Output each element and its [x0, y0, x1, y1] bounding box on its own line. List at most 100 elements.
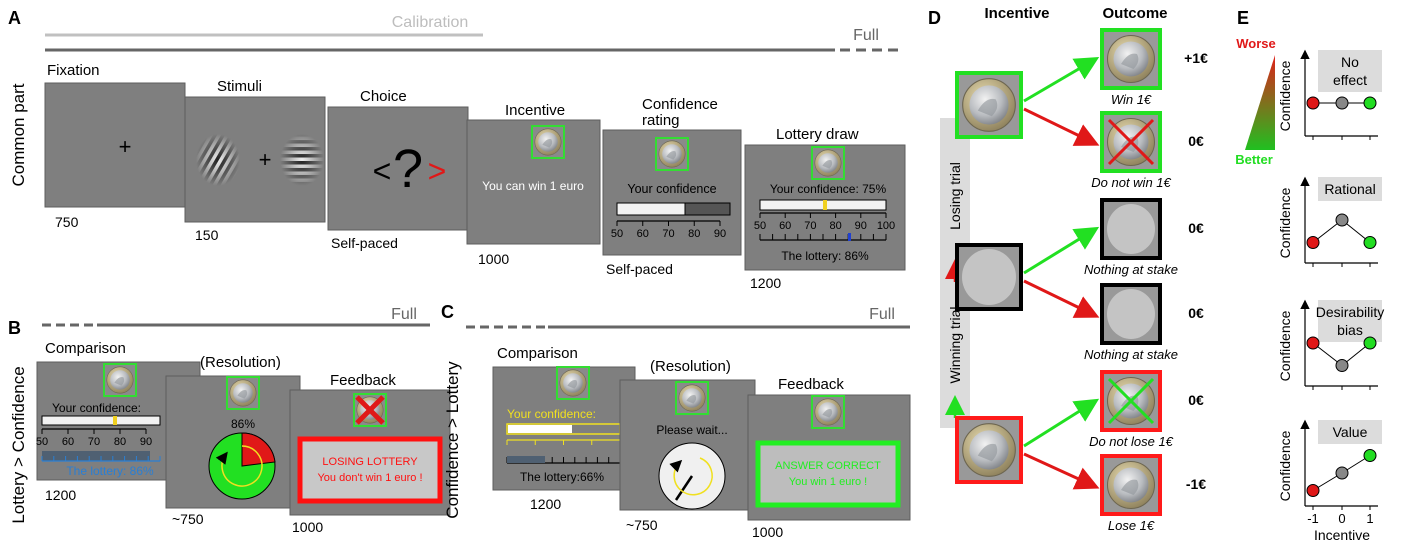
- column-header: Outcome: [1102, 5, 1167, 22]
- scale-label: 80: [829, 220, 841, 232]
- outcome-value: 0€: [1188, 220, 1204, 236]
- x-tick-label: 1: [1366, 511, 1373, 526]
- scale-label: 50: [611, 228, 623, 240]
- scale-marker: [848, 233, 851, 241]
- cross: [355, 395, 385, 425]
- coin: [559, 369, 587, 397]
- x-tick-label: 0: [1338, 511, 1345, 526]
- screen-label: Lottery draw: [776, 126, 859, 143]
- screen-label: Comparison: [45, 340, 126, 357]
- hypothesis-box: [1318, 50, 1382, 92]
- hypothesis-box: [1318, 300, 1382, 342]
- outcome-value: +1€: [1184, 50, 1208, 66]
- screen-text: The lottery: 86%: [66, 464, 154, 478]
- outcome-caption: Nothing at stake: [1084, 347, 1178, 362]
- duration: 1000: [752, 524, 783, 540]
- gabor: [196, 134, 240, 186]
- hypothesis-box: [1318, 420, 1382, 444]
- phase-label: Full: [391, 306, 417, 323]
- condition-dot: [1335, 213, 1349, 227]
- duration: 150: [195, 227, 219, 243]
- panel-letter: B: [8, 318, 21, 338]
- panel-letter: A: [8, 8, 21, 28]
- duration: Self-paced: [331, 235, 398, 251]
- screen-label: Feedback: [778, 376, 844, 393]
- screen-label: Comparison: [497, 345, 578, 362]
- duration: ~750: [626, 517, 658, 533]
- scale-label: 70: [804, 220, 816, 232]
- y-axis-label: Confidence: [1277, 187, 1293, 258]
- outcome-caption: Do not win 1€: [1091, 175, 1171, 190]
- x-tick-label: -1: [1307, 511, 1319, 526]
- valence-triangle: [1245, 55, 1275, 150]
- coin: [814, 398, 842, 426]
- coin: [678, 384, 706, 412]
- scale-label: 80: [688, 228, 700, 240]
- legend-label: Winning trial: [947, 306, 963, 383]
- duration: 1000: [292, 519, 323, 535]
- condition-dot: [1306, 484, 1320, 497]
- panel-letter: C: [441, 302, 454, 322]
- screen-text: Your confidence: [627, 182, 716, 196]
- screen-text: Please wait...: [656, 423, 727, 437]
- condition-dot: [1306, 336, 1320, 350]
- screen-text: You can win 1 euro: [482, 179, 584, 193]
- win-arrow: [1023, 56, 1100, 103]
- y-axis-label: Confidence: [1277, 310, 1293, 381]
- screen: [327, 106, 469, 231]
- feedback-text: ANSWER CORRECT: [775, 460, 881, 472]
- y-axis-label: Confidence: [1277, 60, 1293, 131]
- outcome-caption: Win 1€: [1111, 92, 1152, 107]
- scale-fill: [507, 456, 545, 463]
- outcome-value: -1€: [1186, 476, 1206, 492]
- screen-label: Fixation: [47, 62, 100, 79]
- row-label: Common part: [9, 83, 28, 186]
- valence-label: Worse: [1236, 36, 1276, 51]
- screen-label: (Resolution): [200, 354, 281, 371]
- screen-label: Incentive: [505, 102, 565, 119]
- fixation-cross: +: [119, 134, 132, 159]
- scale-label: 90: [140, 436, 152, 448]
- row-label: Lottery > Confidence: [9, 366, 28, 523]
- hypothesis-box: [1318, 177, 1382, 201]
- condition-dot: [1363, 449, 1377, 462]
- hypothesis-title: Rational: [1324, 181, 1375, 197]
- condition-dot: [1335, 466, 1349, 480]
- screen-label: Stimuli: [217, 78, 262, 95]
- scale-label: 80: [114, 436, 126, 448]
- coin: [962, 78, 1016, 132]
- screen-label: Feedback: [330, 372, 396, 389]
- phase-label: Full: [853, 27, 879, 44]
- coin: [1107, 461, 1155, 509]
- scale-label: 60: [637, 228, 649, 240]
- screen-text: Your confidence:: [507, 407, 596, 421]
- outcome-value: 0€: [1188, 133, 1204, 149]
- screen-label: rating: [642, 112, 680, 129]
- outcome-caption: Lose 1€: [1108, 518, 1155, 533]
- scale-marker: [113, 416, 117, 425]
- panel-letter: D: [928, 8, 941, 28]
- hypothesis-title: No: [1341, 54, 1359, 70]
- scale-label: 60: [62, 436, 74, 448]
- duration: 1200: [530, 496, 561, 512]
- condition-dot: [1335, 96, 1349, 110]
- coin: [229, 379, 257, 407]
- row-label: Confidence > Lottery: [443, 361, 462, 519]
- cross: [1107, 118, 1155, 166]
- screen-label: Confidence: [642, 96, 718, 113]
- valence-label: Better: [1235, 152, 1273, 167]
- progress-arrow: [669, 457, 713, 496]
- duration: 1000: [478, 251, 509, 267]
- legend-label: Losing trial: [947, 162, 963, 230]
- clock-hand: [674, 475, 694, 501]
- hypothesis-title: bias: [1337, 322, 1363, 338]
- choice-question: ?: [393, 139, 423, 199]
- feedback-frame: [755, 440, 901, 508]
- feedback-text: LOSING LOTTERY: [322, 456, 418, 468]
- duration: Self-paced: [606, 261, 673, 277]
- scale-marker: [823, 200, 827, 210]
- screen-text: 86%: [231, 417, 255, 431]
- phase-label: Full: [869, 306, 895, 323]
